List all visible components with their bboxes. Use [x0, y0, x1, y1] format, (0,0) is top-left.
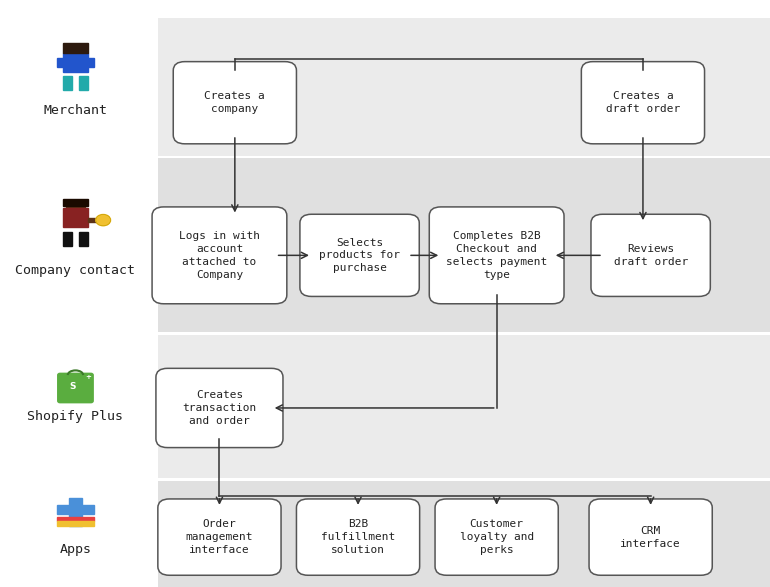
FancyBboxPatch shape: [63, 43, 88, 53]
Text: Order
management
interface: Order management interface: [186, 519, 253, 555]
Text: Merchant: Merchant: [43, 104, 108, 117]
FancyBboxPatch shape: [57, 521, 94, 526]
FancyBboxPatch shape: [57, 517, 94, 521]
FancyBboxPatch shape: [79, 76, 88, 90]
FancyBboxPatch shape: [591, 214, 711, 296]
FancyBboxPatch shape: [156, 369, 283, 447]
Text: CRM
interface: CRM interface: [621, 526, 681, 548]
FancyBboxPatch shape: [300, 214, 419, 296]
FancyBboxPatch shape: [158, 335, 770, 478]
FancyBboxPatch shape: [296, 499, 420, 575]
FancyBboxPatch shape: [158, 158, 770, 332]
Circle shape: [95, 214, 111, 226]
FancyBboxPatch shape: [63, 76, 72, 90]
FancyBboxPatch shape: [430, 207, 564, 304]
FancyBboxPatch shape: [173, 62, 296, 144]
FancyBboxPatch shape: [158, 499, 281, 575]
Text: Customer
loyalty and
perks: Customer loyalty and perks: [460, 519, 534, 555]
FancyBboxPatch shape: [66, 204, 85, 215]
Text: Creates
transaction
and order: Creates transaction and order: [182, 390, 256, 426]
Text: Completes B2B
Checkout and
selects payment
type: Completes B2B Checkout and selects payme…: [446, 231, 547, 279]
FancyBboxPatch shape: [58, 373, 93, 403]
Text: Shopify Plus: Shopify Plus: [28, 410, 123, 423]
Text: Apps: Apps: [59, 544, 92, 556]
Text: Creates a
draft order: Creates a draft order: [606, 92, 680, 114]
FancyBboxPatch shape: [581, 62, 705, 144]
Text: Company contact: Company contact: [15, 264, 136, 277]
FancyBboxPatch shape: [63, 199, 88, 206]
FancyBboxPatch shape: [63, 232, 72, 246]
Text: +: +: [85, 375, 91, 380]
FancyBboxPatch shape: [589, 499, 712, 575]
FancyBboxPatch shape: [88, 58, 94, 67]
FancyBboxPatch shape: [66, 48, 85, 60]
FancyBboxPatch shape: [63, 208, 88, 227]
FancyBboxPatch shape: [158, 18, 770, 156]
FancyBboxPatch shape: [152, 207, 286, 304]
Text: Creates a
company: Creates a company: [205, 92, 265, 114]
FancyBboxPatch shape: [88, 218, 100, 222]
Text: S: S: [69, 382, 75, 392]
FancyBboxPatch shape: [63, 53, 88, 72]
Text: Logs in with
account
attached to
Company: Logs in with account attached to Company: [179, 231, 260, 279]
FancyBboxPatch shape: [57, 58, 63, 67]
Text: Reviews
draft order: Reviews draft order: [614, 244, 688, 266]
FancyBboxPatch shape: [69, 498, 82, 526]
Text: Selects
products for
purchase: Selects products for purchase: [319, 238, 400, 273]
FancyBboxPatch shape: [79, 232, 88, 246]
FancyBboxPatch shape: [435, 499, 558, 575]
Text: B2B
fulfillment
solution: B2B fulfillment solution: [321, 519, 395, 555]
FancyBboxPatch shape: [57, 505, 94, 514]
FancyBboxPatch shape: [158, 481, 770, 587]
